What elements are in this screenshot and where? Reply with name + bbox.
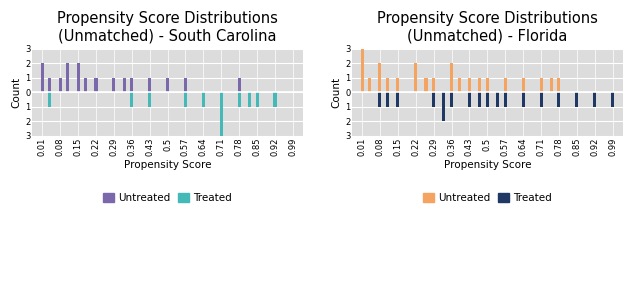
Bar xyxy=(148,78,152,92)
Bar xyxy=(557,92,560,107)
Bar xyxy=(540,92,543,107)
Bar xyxy=(450,63,453,92)
Bar xyxy=(504,92,507,107)
Title: Propensity Score Distributions
(Unmatched) - South Carolina: Propensity Score Distributions (Unmatche… xyxy=(57,11,278,44)
Bar xyxy=(496,92,499,107)
Bar xyxy=(77,63,80,92)
Bar xyxy=(248,92,251,107)
Bar xyxy=(540,78,543,92)
Y-axis label: Count: Count xyxy=(11,77,21,108)
X-axis label: Propensity Score: Propensity Score xyxy=(124,160,211,170)
Bar xyxy=(432,92,435,107)
Bar xyxy=(550,78,553,92)
Bar xyxy=(94,78,98,92)
Bar xyxy=(424,78,427,92)
Bar xyxy=(468,92,471,107)
Bar xyxy=(486,92,489,107)
Bar xyxy=(396,78,399,92)
Bar xyxy=(522,78,525,92)
Bar xyxy=(478,92,481,107)
Bar xyxy=(58,78,61,92)
Bar xyxy=(67,63,69,92)
Bar xyxy=(41,63,44,92)
Bar xyxy=(130,92,133,107)
Bar xyxy=(220,92,223,136)
Bar xyxy=(238,92,241,107)
Bar xyxy=(378,92,382,107)
Bar xyxy=(611,92,614,107)
Bar xyxy=(122,78,126,92)
Bar xyxy=(468,78,471,92)
Legend: Untreated, Treated: Untreated, Treated xyxy=(99,189,236,207)
Bar xyxy=(378,63,382,92)
Bar xyxy=(386,92,389,107)
Y-axis label: Count: Count xyxy=(331,77,341,108)
Bar xyxy=(48,92,51,107)
Bar xyxy=(238,78,241,92)
Bar xyxy=(478,78,481,92)
Bar xyxy=(386,78,389,92)
Bar xyxy=(148,92,152,107)
Bar xyxy=(396,92,399,107)
Title: Propensity Score Distributions
(Unmatched) - Florida: Propensity Score Distributions (Unmatche… xyxy=(377,11,598,44)
Bar xyxy=(575,92,578,107)
Bar xyxy=(432,78,435,92)
Bar xyxy=(202,92,205,107)
Bar xyxy=(504,78,507,92)
Bar xyxy=(273,92,276,107)
Bar xyxy=(130,78,133,92)
Bar xyxy=(84,78,87,92)
Bar xyxy=(361,49,363,92)
Bar xyxy=(458,78,461,92)
Bar xyxy=(557,78,560,92)
Bar xyxy=(450,92,453,107)
Bar xyxy=(48,78,51,92)
Bar xyxy=(184,92,187,107)
Bar xyxy=(112,78,115,92)
Bar xyxy=(486,78,489,92)
Bar xyxy=(166,78,169,92)
Bar xyxy=(256,92,259,107)
Bar xyxy=(522,92,525,107)
Bar xyxy=(593,92,597,107)
Bar xyxy=(414,63,417,92)
Legend: Untreated, Treated: Untreated, Treated xyxy=(419,189,556,207)
Bar xyxy=(368,78,372,92)
Bar xyxy=(184,78,187,92)
Bar xyxy=(443,92,446,121)
X-axis label: Propensity Score: Propensity Score xyxy=(444,160,531,170)
